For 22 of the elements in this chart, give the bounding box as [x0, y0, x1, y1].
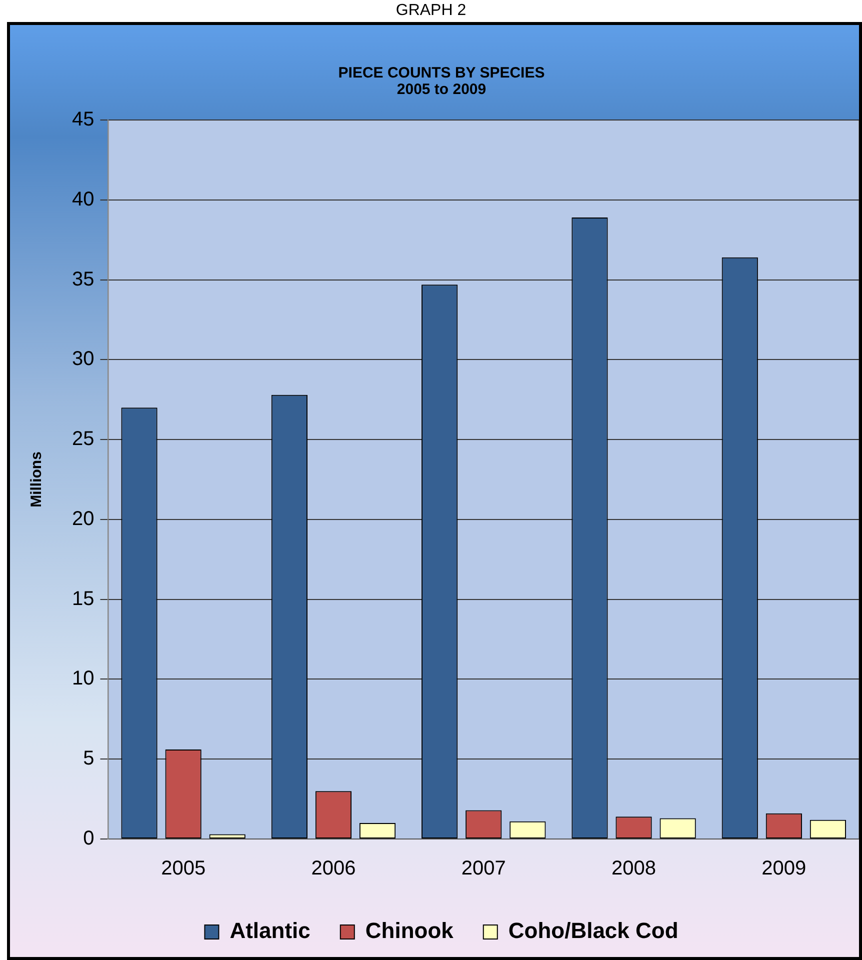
legend-label: Coho/Black Cod [508, 918, 678, 944]
y-tick-label: 25 [72, 428, 94, 450]
x-tick-label: 2007 [461, 858, 506, 880]
y-tick-label: 0 [83, 828, 94, 850]
x-tick-label: 2006 [311, 858, 356, 880]
x-tick-label: 2008 [612, 858, 656, 880]
y-tick-label: 20 [72, 508, 94, 530]
x-tick-label: 2005 [161, 858, 206, 880]
y-tick-label: 35 [72, 268, 94, 290]
chart-subtitle: 2005 to 2009 [396, 80, 486, 98]
legend-label: Atlantic [230, 918, 310, 944]
y-tick-label: 30 [72, 348, 94, 370]
legend-label: Chinook [365, 918, 454, 944]
y-tick-label: 10 [72, 668, 94, 690]
chart-title: PIECE COUNTS BY SPECIES [338, 64, 545, 82]
y-tick-label: 5 [83, 748, 94, 770]
y-tick-label: 40 [72, 188, 94, 210]
caption: GRAPH 2 [394, 1, 468, 21]
y-tick-label: 45 [72, 108, 94, 131]
x-tick-label: 2009 [762, 858, 806, 880]
y-axis-title: Millions [28, 452, 46, 508]
y-tick-label: 15 [72, 588, 94, 610]
